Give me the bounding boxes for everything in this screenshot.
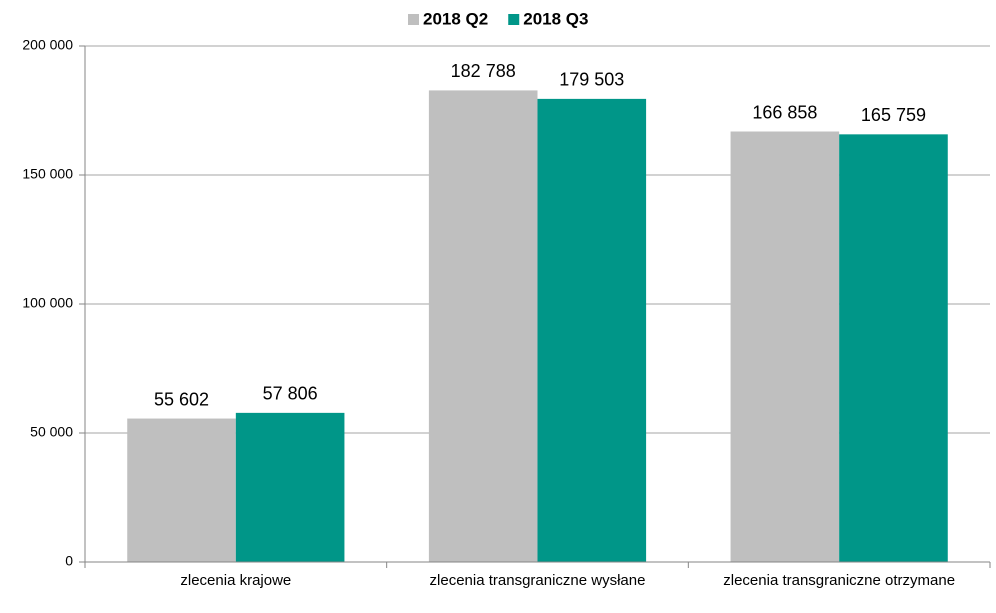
bar bbox=[428, 90, 538, 563]
bar bbox=[730, 131, 840, 563]
y-tick-label: 50 000 bbox=[30, 424, 73, 440]
bar bbox=[127, 418, 236, 562]
data-label: 55 602 bbox=[154, 389, 209, 409]
data-label: 179 503 bbox=[559, 70, 624, 90]
data-label: 182 788 bbox=[451, 61, 516, 81]
y-tick-label: 100 000 bbox=[22, 295, 73, 311]
x-tick-label: zlecenia transgraniczne otrzymane bbox=[723, 572, 956, 589]
legend-label: 2018 Q3 bbox=[523, 9, 588, 28]
y-tick-label: 0 bbox=[65, 553, 73, 569]
legend-swatch bbox=[408, 14, 419, 25]
x-tick-label: zlecenia transgraniczne wysłane bbox=[429, 572, 646, 589]
legend-swatch bbox=[508, 14, 520, 25]
data-label: 165 759 bbox=[861, 105, 926, 125]
x-tick-label: zlecenia krajowe bbox=[180, 572, 292, 589]
data-label: 166 858 bbox=[752, 102, 817, 122]
bar bbox=[235, 412, 345, 562]
y-tick-label: 150 000 bbox=[22, 166, 73, 182]
bar bbox=[537, 98, 647, 562]
data-label: 57 806 bbox=[263, 384, 318, 404]
legend-label: 2018 Q2 bbox=[423, 9, 488, 28]
y-tick-label: 200 000 bbox=[22, 37, 73, 53]
bar bbox=[839, 134, 948, 562]
